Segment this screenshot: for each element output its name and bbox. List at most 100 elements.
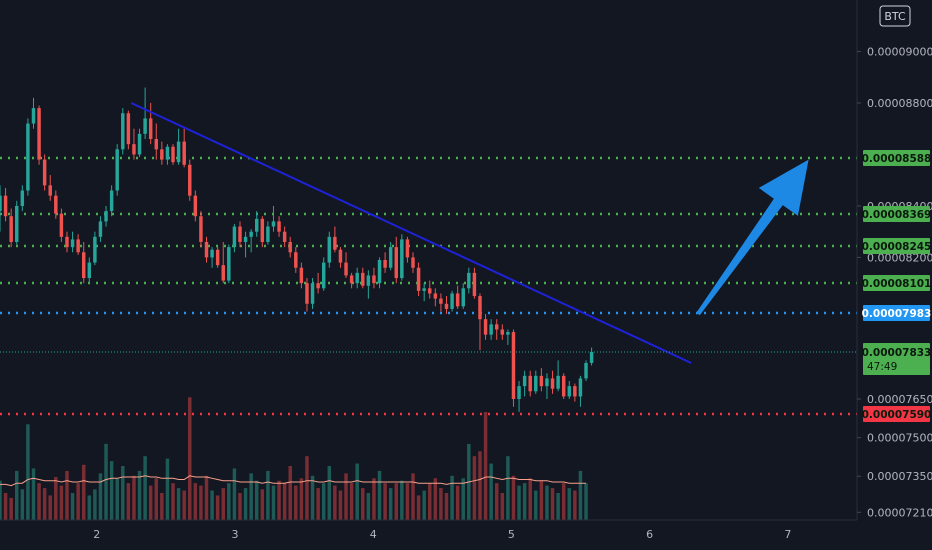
candle <box>271 205 276 232</box>
volume-bar <box>461 478 465 520</box>
volume-bar <box>545 485 549 520</box>
volume-bar <box>87 495 92 520</box>
volume-bar <box>193 483 198 520</box>
candle-body <box>534 375 538 392</box>
candle-body <box>394 247 398 279</box>
horizontal-levels <box>0 156 857 416</box>
volume-bar <box>227 483 231 520</box>
volume-bar <box>221 488 225 520</box>
candle-body <box>59 213 64 237</box>
price-tick-label: 0.00009000 <box>867 45 932 58</box>
volume-bar <box>154 478 159 520</box>
candle <box>333 226 337 253</box>
candle <box>377 257 382 289</box>
candle-body <box>193 195 198 217</box>
volume-bar <box>494 483 499 520</box>
candle <box>461 283 465 309</box>
candle <box>143 87 147 140</box>
volume-bar <box>400 480 404 520</box>
candle <box>433 288 438 307</box>
candle <box>87 257 92 284</box>
volume-bar <box>98 473 103 520</box>
candle <box>422 283 426 302</box>
volume-bar <box>176 488 181 520</box>
candle-body <box>31 108 36 124</box>
volume-bar <box>243 488 248 520</box>
candle-body <box>361 272 365 286</box>
candle-body <box>282 231 287 242</box>
candle <box>42 154 47 191</box>
price-tag-label: 0.00008101 <box>862 278 932 290</box>
volume-bar <box>37 483 41 520</box>
volume-bar <box>321 483 326 520</box>
candle-body <box>271 221 276 227</box>
volume-bar <box>517 485 521 520</box>
candle-body <box>188 164 192 196</box>
candle <box>394 236 398 284</box>
candle-body <box>288 241 292 253</box>
candle-body <box>478 296 482 320</box>
candle-body <box>467 272 471 289</box>
candle <box>266 221 270 245</box>
price-tag-label: 0.00007590 <box>862 409 932 421</box>
candle-body <box>132 144 136 155</box>
candle-body <box>517 386 521 400</box>
candle-body <box>243 236 248 242</box>
candle <box>154 123 159 160</box>
price-tag-green: 0.00008101 <box>862 275 932 291</box>
candle <box>567 380 572 400</box>
candle <box>204 236 209 263</box>
candle-body <box>584 362 588 379</box>
candle <box>126 110 131 150</box>
volume-bar <box>372 478 376 520</box>
candle <box>76 234 80 255</box>
currency-badge-box <box>879 5 911 27</box>
candle <box>210 247 214 268</box>
candle-body <box>54 195 58 214</box>
candle-body <box>450 293 454 309</box>
drawings-layer <box>130 102 809 364</box>
volume-bar <box>305 456 309 520</box>
volume-bar <box>338 490 343 520</box>
candle-body <box>65 236 69 248</box>
volume-bar <box>31 468 36 520</box>
volume-bar <box>528 478 532 520</box>
time-tick-label: 7 <box>784 528 791 541</box>
candle-body <box>294 252 298 268</box>
candle <box>81 241 86 284</box>
candle-body <box>528 375 532 392</box>
price-tag-label: 0.00008588 <box>862 153 932 165</box>
volume-bar <box>489 463 493 520</box>
candle <box>411 252 415 273</box>
volume-bar <box>455 485 460 520</box>
volume-bar <box>333 485 337 520</box>
candle-body <box>472 272 477 297</box>
candle-body <box>316 283 320 289</box>
candle <box>467 267 471 294</box>
candle-body <box>321 262 326 289</box>
candle-body <box>333 236 337 250</box>
volume-bar <box>70 493 75 520</box>
candle <box>573 383 577 402</box>
candle <box>528 370 532 397</box>
candle <box>400 234 404 281</box>
candle-body <box>165 146 170 160</box>
volume-bar <box>204 475 209 520</box>
volume-bar <box>48 495 52 520</box>
candle <box>26 118 30 196</box>
price-tick-label: 0.00008200 <box>867 251 932 264</box>
volume-bar <box>215 495 220 520</box>
volume-bar <box>439 488 443 520</box>
candle <box>494 319 499 340</box>
currency-badge[interactable]: BTC <box>879 5 911 27</box>
candle <box>478 293 482 351</box>
candle <box>249 229 253 253</box>
candle <box>48 175 52 201</box>
candle-body <box>405 239 410 258</box>
currency-badge-label: BTC <box>884 10 906 23</box>
price-tick-label: 0.00007500 <box>867 432 932 445</box>
candle-body <box>48 185 52 196</box>
candle <box>578 375 583 407</box>
